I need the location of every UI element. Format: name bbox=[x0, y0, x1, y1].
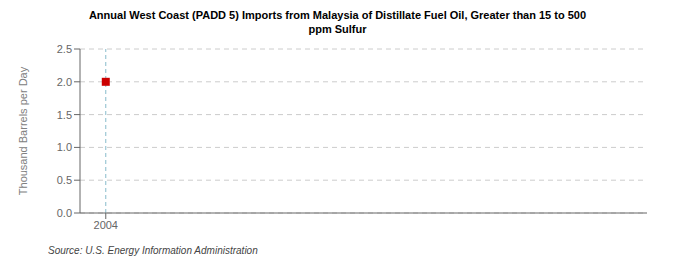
svg-text:1.5: 1.5 bbox=[57, 108, 72, 120]
svg-text:2.5: 2.5 bbox=[57, 42, 72, 54]
svg-text:2.0: 2.0 bbox=[57, 75, 72, 87]
svg-text:2004: 2004 bbox=[94, 218, 118, 230]
svg-text:0.0: 0.0 bbox=[57, 206, 72, 218]
html-text:Annual West Coast (PADD 5) Imp: Annual West Coast (PADD 5) Imports from … bbox=[88, 9, 587, 36]
svg-text:Thousand Barrels per Day: Thousand Barrels per Day bbox=[17, 66, 29, 195]
svg-text:0.5: 0.5 bbox=[57, 174, 72, 186]
svg-text:1.0: 1.0 bbox=[57, 141, 72, 153]
html-text:Source: U.S. Energy Informatio: Source: U.S. Energy Information Administ… bbox=[48, 244, 258, 256]
